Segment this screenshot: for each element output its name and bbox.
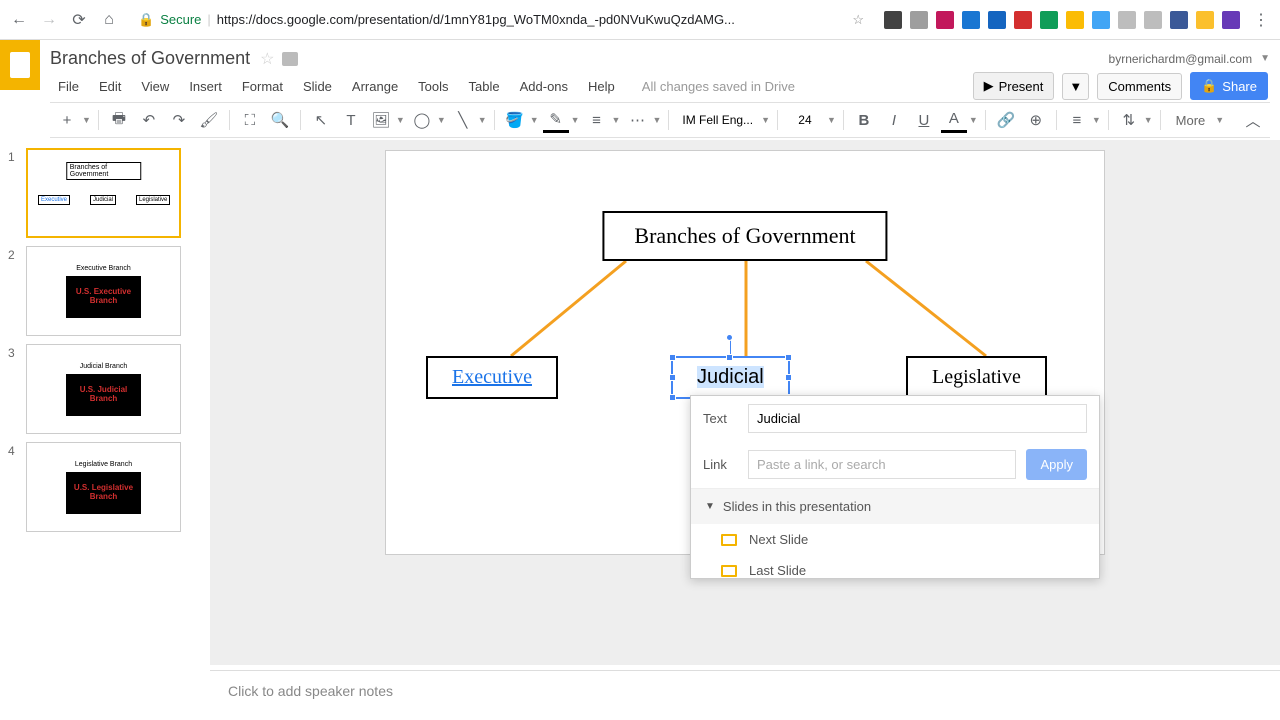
paint-format-button[interactable]: 🖌 xyxy=(196,107,222,133)
new-slide-button[interactable]: + xyxy=(54,107,80,133)
extension-icon-8[interactable] xyxy=(1092,11,1110,29)
extension-icon-4[interactable] xyxy=(988,11,1006,29)
extension-icon-1[interactable] xyxy=(910,11,928,29)
menu-edit[interactable]: Edit xyxy=(91,75,129,98)
menu-insert[interactable]: Insert xyxy=(181,75,230,98)
menu-slide[interactable]: Slide xyxy=(295,75,340,98)
border-dash-button[interactable]: ⋯ xyxy=(624,107,650,133)
extension-icon-0[interactable] xyxy=(884,11,902,29)
secure-label: Secure xyxy=(160,12,201,27)
extension-icons xyxy=(884,11,1240,29)
slides-dropdown-header[interactable]: ▼ Slides in this presentation xyxy=(691,489,1099,524)
link-label: Link xyxy=(703,457,738,472)
extension-icon-12[interactable] xyxy=(1196,11,1214,29)
fill-color-button[interactable]: 🪣 xyxy=(502,107,528,133)
bold-button[interactable]: B xyxy=(851,107,877,133)
browser-toolbar: ← → ⟳ ⌂ 🔒 Secure | https://docs.google.c… xyxy=(0,0,1280,40)
font-selector[interactable]: IM Fell Eng... xyxy=(676,111,759,129)
link-button[interactable]: 🔗 xyxy=(993,107,1019,133)
menu-arrange[interactable]: Arrange xyxy=(344,75,406,98)
text-label: Text xyxy=(703,411,738,426)
home-button[interactable]: ⌂ xyxy=(100,11,118,29)
speaker-notes[interactable]: Click to add speaker notes xyxy=(210,670,1280,720)
menu-table[interactable]: Table xyxy=(461,75,508,98)
extension-icon-11[interactable] xyxy=(1170,11,1188,29)
line-tool[interactable]: ╲ xyxy=(450,107,476,133)
menu-format[interactable]: Format xyxy=(234,75,291,98)
extension-icon-10[interactable] xyxy=(1144,11,1162,29)
border-weight-button[interactable]: ≡ xyxy=(584,107,610,133)
next-slide-option[interactable]: Next Slide xyxy=(691,524,1099,555)
menu-add-ons[interactable]: Add-ons xyxy=(512,75,576,98)
link-text-input[interactable] xyxy=(748,404,1087,433)
underline-button[interactable]: U xyxy=(911,107,937,133)
menu-tools[interactable]: Tools xyxy=(410,75,456,98)
font-size-selector[interactable]: 24 xyxy=(785,111,825,129)
slide-icon xyxy=(721,565,737,577)
slides-logo[interactable] xyxy=(0,40,40,90)
slide-icon xyxy=(721,534,737,546)
link-url-input[interactable] xyxy=(748,450,1016,479)
textbox-tool[interactable]: T xyxy=(338,107,364,133)
slide-thumb-4[interactable]: 4 Legislative Branch U.S. Legislative Br… xyxy=(8,442,202,532)
save-status: All changes saved in Drive xyxy=(642,79,795,94)
reload-button[interactable]: ⟳ xyxy=(70,11,88,29)
document-title[interactable]: Branches of Government xyxy=(50,48,250,69)
text-color-button[interactable]: A xyxy=(941,107,967,133)
menu-button[interactable]: ⋮ xyxy=(1252,11,1270,29)
forward-button[interactable]: → xyxy=(40,11,58,29)
link-dialog: Text Link Apply ▼ Slides in this present… xyxy=(690,395,1100,579)
extension-icon-5[interactable] xyxy=(1014,11,1032,29)
menu-help[interactable]: Help xyxy=(580,75,623,98)
shape-tool[interactable]: ◯ xyxy=(409,107,435,133)
last-slide-option[interactable]: Last Slide xyxy=(691,555,1099,578)
border-color-button[interactable]: ✎ xyxy=(543,107,569,133)
diagram-title-box[interactable]: Branches of Government xyxy=(602,211,887,261)
slide-panel: 1 Branches of Government Executive Judic… xyxy=(0,140,210,665)
italic-button[interactable]: I xyxy=(881,107,907,133)
select-tool[interactable]: ↖ xyxy=(308,107,334,133)
legislative-box[interactable]: Legislative xyxy=(906,356,1047,399)
slide-thumb-3[interactable]: 3 Judicial Branch U.S. Judicial Branch xyxy=(8,344,202,434)
menu-bar: FileEditViewInsertFormatSlideArrangeTool… xyxy=(50,75,1270,98)
zoom-fit-button[interactable]: ⛶ xyxy=(237,107,263,133)
extension-icon-13[interactable] xyxy=(1222,11,1240,29)
extension-icon-9[interactable] xyxy=(1118,11,1136,29)
slide-thumb-2[interactable]: 2 Executive Branch U.S. Executive Branch xyxy=(8,246,202,336)
redo-button[interactable]: ↷ xyxy=(166,107,192,133)
more-button[interactable]: More xyxy=(1168,113,1214,128)
menu-view[interactable]: View xyxy=(133,75,177,98)
undo-button[interactable]: ↶ xyxy=(136,107,162,133)
extension-icon-2[interactable] xyxy=(936,11,954,29)
extension-icon-3[interactable] xyxy=(962,11,980,29)
apply-button[interactable]: Apply xyxy=(1026,449,1087,480)
line-spacing-button[interactable]: ⇅ xyxy=(1116,107,1142,133)
menu-file[interactable]: File xyxy=(50,75,87,98)
slide-thumb-1[interactable]: 1 Branches of Government Executive Judic… xyxy=(8,148,202,238)
folder-icon[interactable] xyxy=(282,52,298,66)
url-text: https://docs.google.com/presentation/d/1… xyxy=(217,12,735,27)
judicial-box[interactable]: Judicial xyxy=(671,356,790,399)
comment-add-button[interactable]: ⊕ xyxy=(1023,107,1049,133)
align-button[interactable]: ≡ xyxy=(1064,107,1090,133)
extension-icon-6[interactable] xyxy=(1040,11,1058,29)
toolbar: +▼ 🖶 ↶ ↷ 🖌 ⛶ 🔍 ↖ T 🖼▼ ◯▼ ╲▼ 🪣▼ ✎▼ ≡▼ ⋯▼ … xyxy=(50,102,1270,138)
print-button[interactable]: 🖶 xyxy=(106,107,132,133)
lock-icon: 🔒 xyxy=(138,12,154,28)
executive-box[interactable]: Executive xyxy=(426,356,558,399)
image-tool[interactable]: 🖼 xyxy=(368,107,394,133)
extension-icon-7[interactable] xyxy=(1066,11,1084,29)
back-button[interactable]: ← xyxy=(10,11,28,29)
star-icon[interactable]: ☆ xyxy=(260,49,274,69)
collapse-toolbar-button[interactable]: ︿ xyxy=(1240,107,1266,133)
address-bar[interactable]: 🔒 Secure | https://docs.google.com/prese… xyxy=(130,12,872,28)
user-email[interactable]: byrnerichardm@gmail.com xyxy=(1109,52,1253,66)
zoom-button[interactable]: 🔍 xyxy=(267,107,293,133)
